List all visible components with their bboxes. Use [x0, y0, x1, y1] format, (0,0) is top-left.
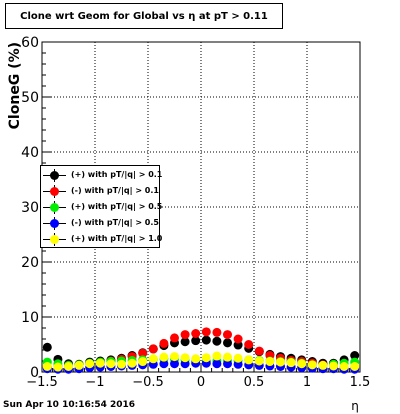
- data-point: [286, 358, 296, 368]
- data-point: [42, 342, 52, 352]
- x-axis-label: η: [351, 399, 359, 413]
- data-point: [180, 353, 190, 363]
- data-point: [85, 359, 95, 369]
- data-point: [201, 327, 211, 337]
- y-tick-label: 40: [21, 145, 39, 161]
- data-point: [180, 337, 190, 347]
- data-point: [201, 335, 211, 345]
- data-point: [170, 333, 179, 343]
- legend-marker-2: [50, 203, 59, 212]
- data-point: [138, 357, 148, 367]
- legend-marker-1: [50, 187, 59, 196]
- data-point: [74, 360, 84, 370]
- data-point: [297, 359, 307, 369]
- legend-marker-0: [50, 171, 59, 180]
- legend-entry-0: (+) with pT/|q| > 0.1: [41, 168, 163, 184]
- data-point: [254, 356, 264, 366]
- data-point: [223, 330, 232, 340]
- y-tick-label: 10: [21, 310, 39, 326]
- data-point: [180, 330, 190, 340]
- data-point: [233, 334, 243, 344]
- legend-entry-4: (+) with pT/|q| > 1.0: [41, 232, 163, 248]
- data-series: [42, 327, 360, 374]
- y-axis-label: CloneG (%): [7, 42, 23, 129]
- legend-label-2: (+) with pT/|q| > 0.5: [71, 202, 163, 211]
- data-point: [170, 359, 179, 369]
- data-point: [191, 354, 201, 364]
- data-point: [53, 362, 63, 372]
- data-point: [159, 359, 169, 369]
- data-point: [223, 352, 232, 362]
- data-point: [212, 359, 222, 369]
- x-tick-label: 1: [303, 375, 311, 390]
- y-tick-label: 30: [21, 200, 39, 216]
- data-point: [159, 338, 169, 348]
- data-point: [223, 359, 232, 369]
- x-tick-label: −0.5: [132, 375, 164, 390]
- legend-entry-3: (-) with pT/|q| > 0.5: [41, 216, 159, 232]
- y-tick-label: 0: [30, 365, 39, 381]
- series-4: [42, 351, 360, 372]
- legend-entry-2: (+) with pT/|q| > 0.5: [41, 200, 163, 216]
- data-point: [276, 357, 285, 367]
- legend-label-4: (+) with pT/|q| > 1.0: [71, 234, 163, 243]
- data-point: [191, 329, 201, 338]
- data-point: [148, 344, 158, 354]
- legend-marker-4: [50, 235, 59, 244]
- axis-ticks: −1.5 −1 −0.5 0 0.5 1 1.5 0 10 20 30 40 50 60: [21, 35, 370, 390]
- legend-label-0: (+) with pT/|q| > 0.1: [71, 170, 163, 179]
- data-point: [244, 355, 254, 365]
- legend-marker-3: [50, 219, 59, 228]
- data-point: [350, 362, 360, 371]
- data-point: [212, 351, 222, 361]
- legend: (+) with pT/|q| > 0.1 (-) with pT/|q| > …: [40, 165, 163, 248]
- y-tick-label: 60: [21, 35, 39, 51]
- x-tick-label: 0.5: [244, 375, 265, 390]
- data-point: [233, 353, 243, 363]
- data-point: [254, 346, 264, 356]
- data-point: [223, 338, 232, 348]
- data-point: [159, 352, 169, 362]
- x-tick-label: 0: [197, 375, 205, 390]
- y-tick-label: 20: [21, 255, 39, 271]
- x-tick-label: 1.5: [350, 375, 371, 390]
- x-tick-label: −1: [85, 375, 104, 390]
- data-point: [212, 327, 222, 337]
- data-point: [95, 358, 105, 368]
- data-point: [329, 361, 338, 371]
- data-point: [212, 336, 222, 346]
- data-point: [127, 358, 137, 368]
- data-point: [138, 348, 148, 358]
- legend-label-1: (-) with pT/|q| > 0.1: [71, 186, 159, 195]
- date-stamp: Sun Apr 10 10:16:54 2016: [3, 400, 136, 410]
- data-point: [191, 336, 201, 346]
- data-point: [148, 354, 158, 364]
- data-point: [265, 357, 275, 367]
- data-point: [117, 359, 126, 369]
- data-point: [244, 340, 254, 349]
- data-point: [318, 360, 328, 370]
- legend-entry-1: (-) with pT/|q| > 0.1: [41, 184, 159, 200]
- y-tick-label: 50: [21, 90, 39, 106]
- legend-label-3: (-) with pT/|q| > 0.5: [71, 218, 159, 227]
- data-point: [350, 351, 360, 360]
- data-point: [106, 359, 116, 369]
- data-point: [307, 360, 317, 370]
- chart-title: Clone wrt Geom for Global vs η at pT > 0…: [5, 3, 283, 29]
- data-point: [201, 353, 211, 363]
- data-point: [339, 362, 349, 371]
- data-point: [42, 362, 52, 371]
- x-tick-label: −1.5: [26, 375, 58, 390]
- data-point: [64, 362, 73, 371]
- data-point: [170, 352, 179, 362]
